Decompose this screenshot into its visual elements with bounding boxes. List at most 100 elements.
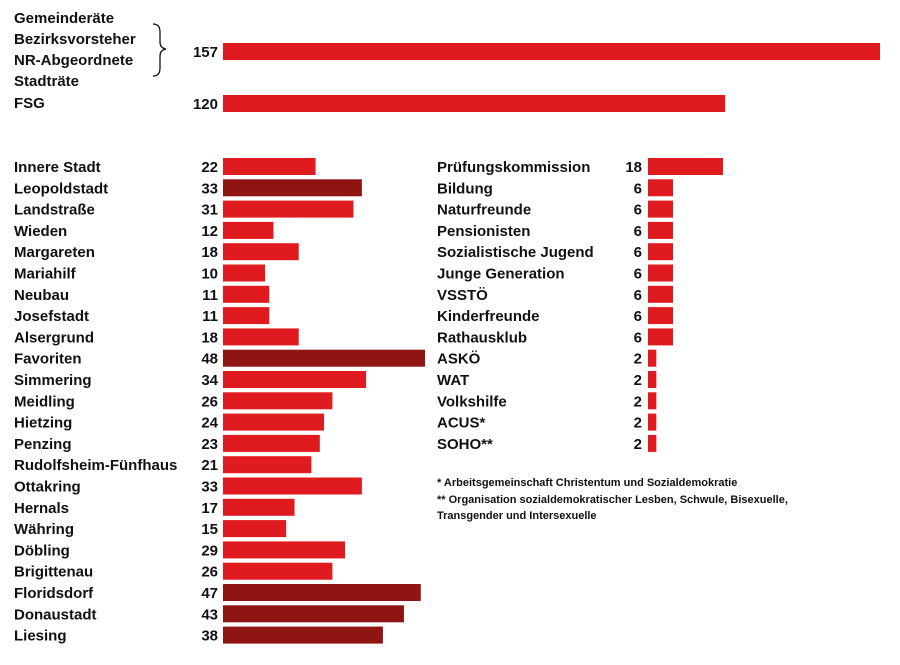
bar [223, 179, 362, 197]
value-label: 2 [634, 415, 642, 432]
bar [223, 605, 404, 623]
category-label: Innere Stadt [14, 159, 101, 176]
category-label: Favoriten [14, 351, 82, 368]
value-label: 33 [201, 479, 218, 496]
value-label: 18 [201, 244, 218, 261]
category-label: Sozialistische Jugend [437, 244, 594, 261]
value-label: 38 [201, 628, 218, 645]
bar [223, 328, 299, 346]
category-label: Volkshilfe [437, 393, 507, 410]
value-label: 33 [201, 180, 218, 197]
value-label: 2 [634, 372, 642, 389]
bar [223, 520, 287, 538]
bar [223, 584, 421, 601]
bar [648, 285, 673, 303]
bar [648, 307, 673, 325]
bar [648, 392, 657, 410]
category-label: Penzing [14, 436, 72, 453]
category-label: Hietzing [14, 415, 72, 432]
bar [223, 307, 270, 325]
category-label: Landstraße [14, 202, 95, 219]
bar [648, 221, 673, 239]
category-label: Naturfreunde [437, 202, 531, 219]
category-label: Wieden [14, 223, 67, 240]
category-label: VSSTÖ [437, 287, 488, 304]
category-label: ACUS* [437, 415, 486, 432]
value-label: 120 [193, 96, 218, 113]
category-label: Leopoldstadt [14, 180, 108, 197]
bar [648, 349, 657, 367]
value-label: 2 [634, 436, 642, 453]
category-label: Stadträte [14, 73, 79, 90]
category-label: Mariahilf [14, 266, 77, 283]
value-label: 10 [201, 266, 218, 283]
value-label: 6 [634, 308, 642, 325]
bar [648, 179, 673, 197]
category-label: Josefstadt [14, 308, 89, 325]
value-label: 2 [634, 393, 642, 410]
category-label: Pensionisten [437, 223, 530, 240]
category-label: Junge Generation [437, 266, 565, 283]
bar [223, 626, 383, 644]
value-label: 22 [201, 159, 218, 176]
category-label: Alsergrund [14, 329, 94, 346]
category-label: Gemeinderäte [14, 10, 114, 27]
bar [223, 243, 299, 261]
category-label: Margareten [14, 244, 95, 261]
category-label: Floridsdorf [14, 585, 94, 602]
category-label: Rathausklub [437, 329, 527, 346]
category-label: Ottakring [14, 479, 81, 496]
bar [648, 328, 673, 346]
bar [648, 413, 657, 431]
bar [223, 477, 362, 495]
value-label: 6 [634, 223, 642, 240]
bar [223, 562, 333, 580]
value-label: 18 [625, 159, 642, 176]
bar [223, 392, 333, 410]
value-label: 34 [201, 372, 218, 389]
bar [648, 158, 723, 175]
value-label: 29 [201, 542, 218, 559]
bar [223, 498, 295, 516]
category-label: Neubau [14, 287, 69, 304]
bar [223, 349, 425, 367]
bar [223, 434, 320, 452]
category-label: Bezirksvorsteher [14, 31, 136, 48]
bar [223, 158, 316, 175]
category-label: Hernals [14, 500, 69, 517]
value-label: 2 [634, 351, 642, 368]
brace-bracket [152, 23, 167, 77]
bar [223, 200, 354, 218]
value-label: 157 [193, 44, 218, 61]
bar [648, 371, 657, 388]
value-label: 11 [202, 308, 218, 325]
footnote: Transgender und Intersexuelle [437, 510, 597, 522]
category-label: Donaustadt [14, 606, 97, 623]
value-label: 26 [201, 564, 218, 581]
bar [648, 243, 673, 261]
bar [223, 413, 324, 431]
value-label: 11 [202, 287, 218, 304]
value-label: 6 [634, 244, 642, 261]
value-label: 23 [201, 436, 218, 453]
bar [223, 264, 266, 282]
category-label: Kinderfreunde [437, 308, 540, 325]
category-label: ASKÖ [437, 351, 481, 368]
category-label: SOHO** [437, 436, 493, 453]
value-label: 12 [201, 223, 218, 240]
value-label: 47 [201, 585, 218, 602]
bar [648, 264, 673, 282]
category-label: WAT [437, 372, 469, 389]
category-label: Meidling [14, 393, 75, 410]
bar [648, 200, 673, 218]
category-label: Rudolfsheim-Fünfhaus [14, 457, 177, 474]
value-label: 6 [634, 202, 642, 219]
value-label: 18 [201, 329, 218, 346]
category-label: Simmering [14, 372, 92, 389]
bar [223, 285, 270, 303]
value-label: 15 [201, 521, 218, 538]
category-label: FSG [14, 95, 45, 112]
category-label: Währing [14, 521, 74, 538]
bar [223, 95, 726, 112]
value-label: 48 [201, 351, 218, 368]
